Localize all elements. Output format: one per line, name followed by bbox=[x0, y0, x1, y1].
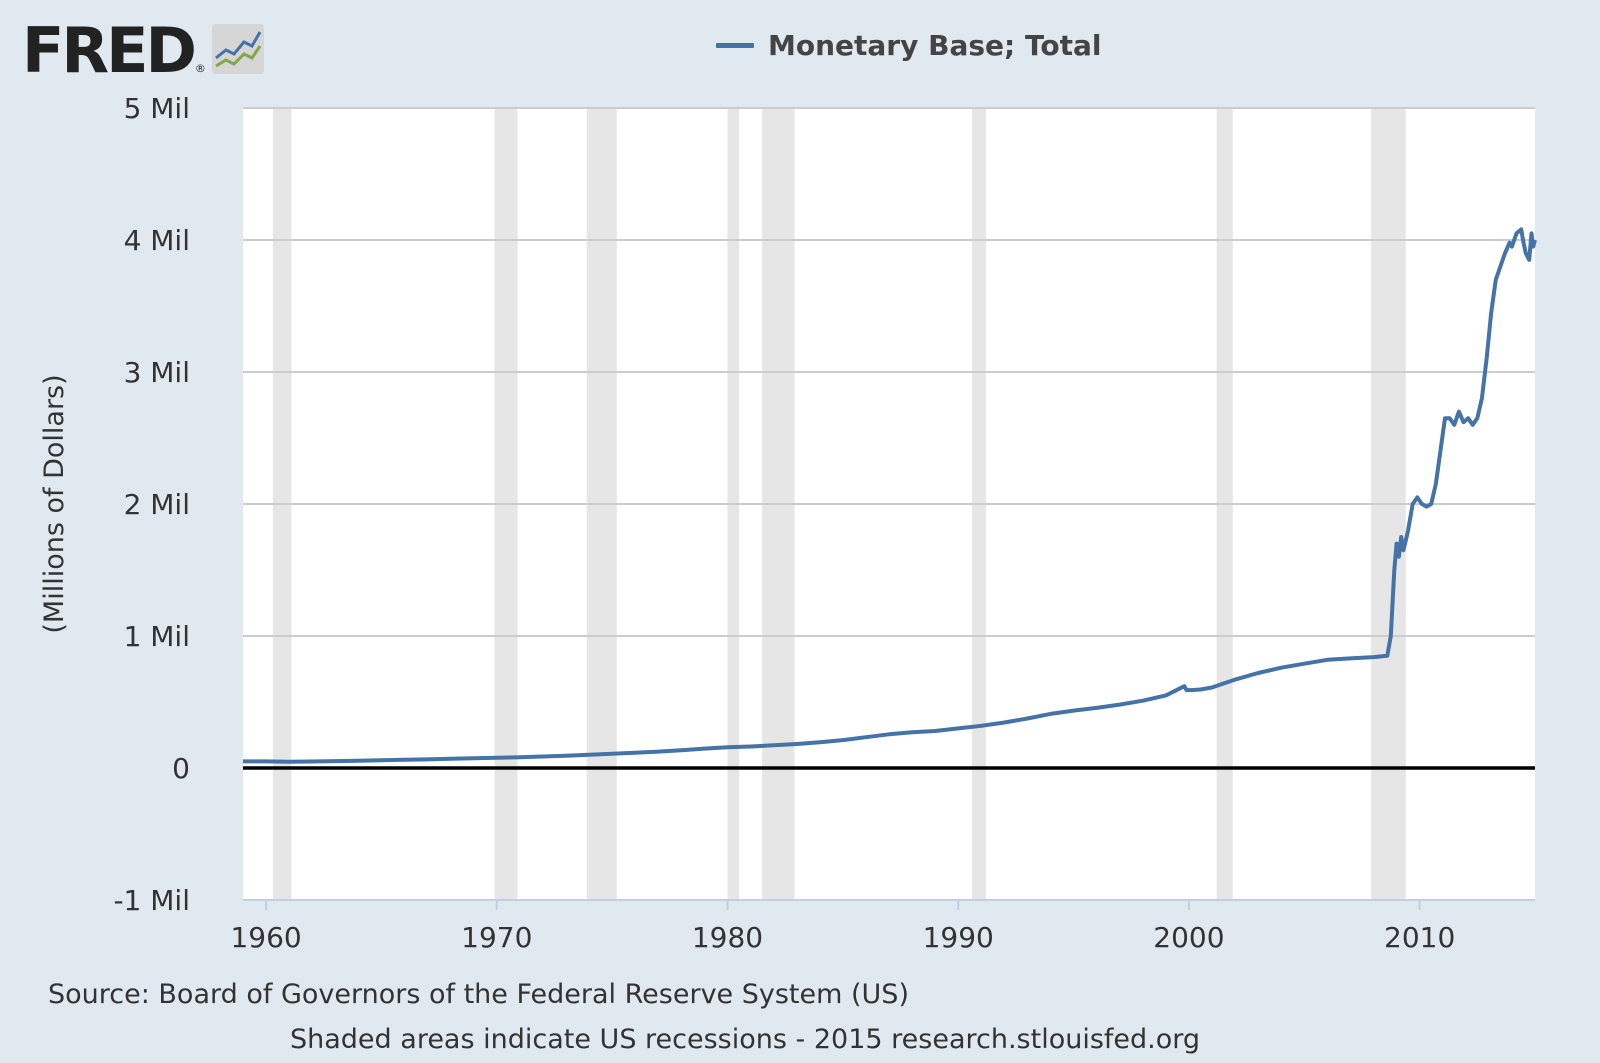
recession-note: Shaded areas indicate US recessions - 20… bbox=[290, 1024, 1201, 1055]
series-line-monetary-base bbox=[243, 227, 1537, 764]
y-tick-label: 2 Mil bbox=[124, 488, 190, 521]
y-tick-label: 5 Mil bbox=[124, 92, 190, 125]
fred-line-chart-icon bbox=[211, 24, 264, 74]
registered-mark: ® bbox=[194, 62, 206, 75]
y-tick-label: 3 Mil bbox=[124, 356, 190, 389]
y-axis-ticks: 5 Mil 4 Mil 3 Mil 2 Mil 1 Mil 0 -1 Mil bbox=[113, 92, 190, 917]
source-text: Source: Board of Governors of the Federa… bbox=[48, 979, 909, 1010]
x-tick-label: 2000 bbox=[1153, 921, 1224, 954]
fred-logo-text: FRED bbox=[22, 14, 197, 87]
chart-legend: Monetary Base; Total bbox=[716, 29, 1101, 62]
y-tick-label: 4 Mil bbox=[124, 224, 190, 257]
x-tick-label: 1960 bbox=[230, 921, 301, 954]
legend-label: Monetary Base; Total bbox=[768, 29, 1102, 62]
x-tick-label: 1990 bbox=[923, 921, 994, 954]
x-tick-label: 2010 bbox=[1384, 921, 1455, 954]
y-tick-label: 1 Mil bbox=[124, 620, 190, 653]
x-tick-label: 1970 bbox=[461, 921, 532, 954]
y-axis-label: (Millions of Dollars) bbox=[39, 374, 70, 633]
y-tick-label: -1 Mil bbox=[113, 884, 190, 917]
fred-logo: FRED ® bbox=[22, 20, 264, 82]
legend-swatch bbox=[716, 43, 754, 48]
x-tick-label: 1980 bbox=[692, 921, 763, 954]
x-axis-ticks: 1960 1970 1980 1990 2000 2010 bbox=[230, 900, 1455, 954]
y-tick-label: 0 bbox=[172, 752, 190, 785]
